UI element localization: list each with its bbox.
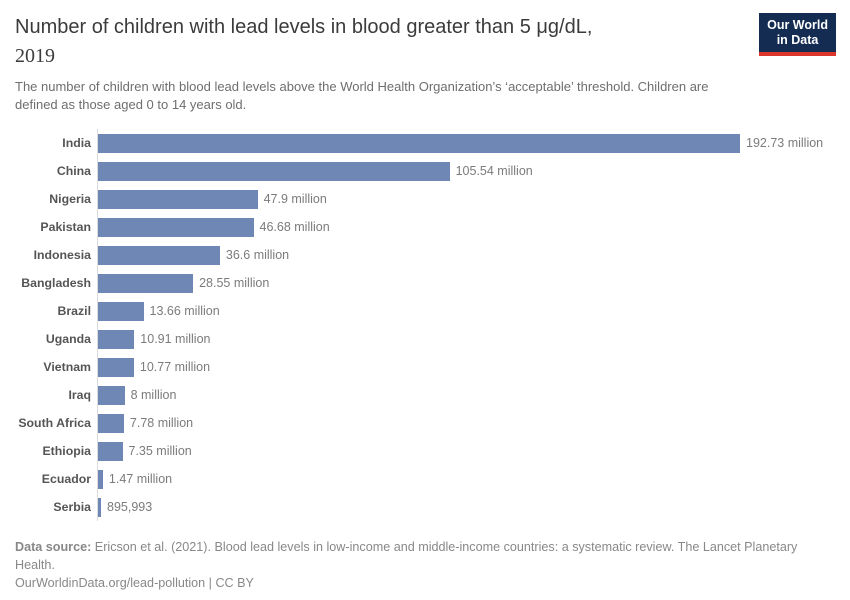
country-label[interactable]: Indonesia (33, 248, 91, 262)
bar-track: 10.91 million (97, 325, 835, 353)
value-label: 10.91 million (140, 332, 211, 346)
bar[interactable] (98, 469, 103, 489)
bar-row: India 192.73 million (15, 129, 835, 157)
country-label[interactable]: Ethiopia (42, 444, 91, 458)
logo-line-1: Our World (767, 18, 828, 32)
bar-track: 10.77 million (97, 353, 835, 381)
bar-track: 895,993 (97, 493, 835, 521)
bar[interactable] (98, 497, 101, 517)
footer-link[interactable]: OurWorldinData.org/lead-pollution | CC B… (15, 576, 254, 590)
chart-subtitle: The number of children with blood lead l… (15, 79, 709, 112)
bar-row: Nigeria 47.9 million (15, 185, 835, 213)
data-source-line: Data source: Ericson et al. (2021). Bloo… (15, 538, 835, 574)
country-label[interactable]: Vietnam (43, 360, 91, 374)
country-label[interactable]: Ecuador (41, 472, 91, 486)
bar[interactable] (98, 217, 254, 237)
logo-line-2: in Data (776, 33, 819, 47)
value-label: 105.54 million (455, 164, 533, 178)
bar-track: 28.55 million (97, 269, 835, 297)
value-label: 13.66 million (149, 304, 220, 318)
bar-row: South Africa 7.78 million (15, 409, 835, 437)
bar[interactable] (98, 273, 194, 293)
country-label[interactable]: Iraq (68, 388, 91, 402)
bar-row: Ecuador 1.47 million (15, 465, 835, 493)
bar[interactable] (98, 161, 450, 181)
value-label: 10.77 million (139, 360, 211, 374)
bar-track: 7.78 million (97, 409, 835, 437)
title-text: Number of children with lead levels in b… (15, 16, 593, 38)
bar-row: Serbia 895,993 (15, 493, 835, 521)
bar-track: 46.68 million (97, 213, 835, 241)
value-label: 47.9 million (263, 192, 327, 206)
country-label[interactable]: South Africa (18, 416, 91, 430)
bar-track: 192.73 million (97, 129, 835, 157)
country-label[interactable]: Pakistan (40, 220, 91, 234)
value-label: 7.35 million (128, 444, 192, 458)
value-label: 192.73 million (746, 136, 824, 150)
bar-row: Brazil 13.66 million (15, 297, 835, 325)
bar-track: 36.6 million (97, 241, 835, 269)
country-label[interactable]: Brazil (57, 304, 92, 318)
bar[interactable] (98, 385, 125, 405)
bar-track: 8 million (97, 381, 835, 409)
data-source-text: Ericson et al. (2021). Blood lead levels… (15, 540, 798, 572)
bar[interactable] (98, 329, 135, 349)
header: Number of children with lead levels in b… (15, 13, 836, 113)
bar-track: 13.66 million (97, 297, 835, 325)
page-title: Number of children with lead levels in b… (15, 13, 745, 71)
country-label[interactable]: Uganda (45, 332, 91, 346)
bar-row: Vietnam 10.77 million (15, 353, 835, 381)
country-label[interactable]: Serbia (53, 500, 91, 514)
country-label[interactable]: Bangladesh (21, 276, 91, 290)
country-label[interactable]: China (56, 164, 91, 178)
footer: Data source: Ericson et al. (2021). Bloo… (15, 538, 835, 592)
value-label: 8 million (130, 388, 177, 402)
bar-row: Bangladesh 28.55 million (15, 269, 835, 297)
owid-logo[interactable]: Our World in Data (759, 13, 836, 56)
bar-row: Iraq 8 million (15, 381, 835, 409)
title-block: Number of children with lead levels in b… (15, 13, 835, 113)
bar-row: Uganda 10.91 million (15, 325, 835, 353)
country-label[interactable]: India (62, 136, 91, 150)
bar[interactable] (98, 413, 124, 433)
bar-track: 47.9 million (97, 185, 835, 213)
bar-track: 1.47 million (97, 465, 835, 493)
value-label: 895,993 (107, 500, 153, 514)
bar-row: Pakistan 46.68 million (15, 213, 835, 241)
bar-track: 105.54 million (97, 157, 835, 185)
bar[interactable] (98, 133, 740, 153)
country-label[interactable]: Nigeria (49, 192, 91, 206)
bar-row: China 105.54 million (15, 157, 835, 185)
value-label: 7.78 million (129, 416, 194, 430)
data-source-label: Data source: (15, 540, 92, 554)
bar[interactable] (98, 301, 144, 321)
bar[interactable] (98, 441, 123, 461)
bar[interactable] (98, 357, 134, 377)
title-year: 2019 (15, 45, 55, 67)
bar[interactable] (98, 189, 258, 209)
bar[interactable] (98, 245, 220, 265)
value-label: 46.68 million (259, 220, 330, 234)
value-label: 28.55 million (199, 276, 270, 290)
bar-chart: India 192.73 million China 105.54 millio… (15, 129, 835, 521)
value-label: 36.6 million (225, 248, 290, 262)
bar-row: Indonesia 36.6 million (15, 241, 835, 269)
value-label: 1.47 million (108, 472, 173, 486)
bar-row: Ethiopia 7.35 million (15, 437, 835, 465)
bar-track: 7.35 million (97, 437, 835, 465)
